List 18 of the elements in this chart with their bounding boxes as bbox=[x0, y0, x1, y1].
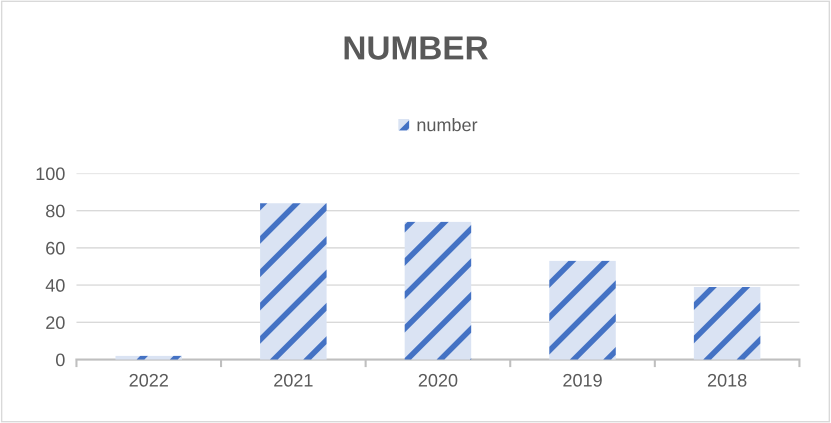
x-tick-label: 2021 bbox=[274, 374, 313, 387]
y-tick-label: 20 bbox=[46, 316, 65, 330]
legend-label: number bbox=[418, 118, 478, 132]
bar bbox=[549, 260, 616, 360]
bar bbox=[694, 286, 760, 360]
bar bbox=[115, 356, 182, 360]
y-tick-label: 40 bbox=[46, 279, 65, 292]
x-tick-label: 2020 bbox=[418, 374, 458, 387]
x-tick-label: 2019 bbox=[563, 374, 602, 387]
bar bbox=[260, 203, 327, 360]
bar bbox=[404, 222, 472, 360]
y-tick-label: 100 bbox=[36, 167, 65, 180]
chart-title: NUMBER bbox=[344, 36, 488, 60]
y-tick-label: 60 bbox=[46, 242, 65, 255]
y-tick-label: 0 bbox=[56, 353, 65, 366]
y-tick-label: 80 bbox=[46, 204, 65, 218]
x-tick-label: 2018 bbox=[708, 374, 746, 387]
x-tick-label: 2022 bbox=[130, 374, 168, 387]
